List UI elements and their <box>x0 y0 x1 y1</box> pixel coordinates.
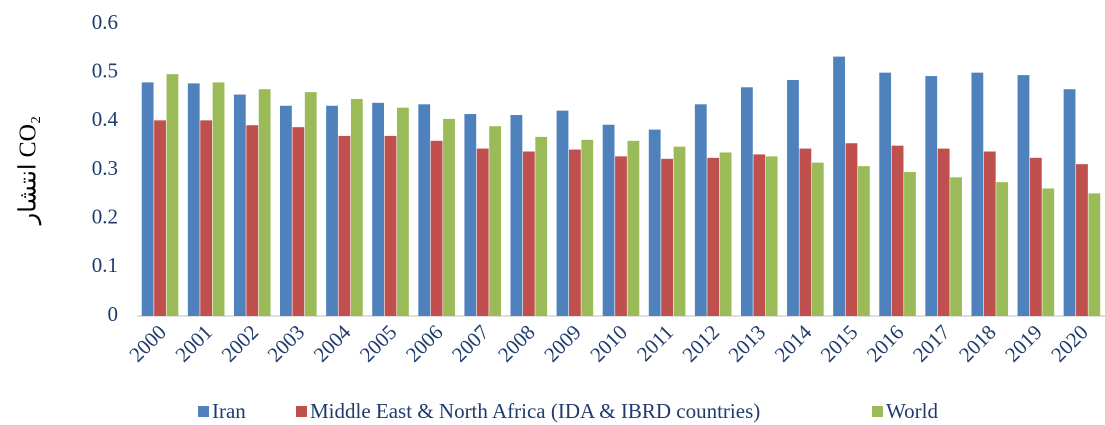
x-tick-label: 2001 <box>170 320 217 367</box>
bar <box>983 151 996 316</box>
bar <box>661 158 673 316</box>
bar <box>581 139 594 316</box>
x-tick-label: 2018 <box>954 320 1001 367</box>
bar <box>891 145 904 316</box>
bar <box>384 135 397 316</box>
bar <box>950 177 962 316</box>
bar <box>350 98 363 317</box>
bar <box>615 156 627 316</box>
bar <box>1029 157 1042 316</box>
legend-swatch <box>296 406 307 417</box>
legend-label: World <box>886 399 938 423</box>
bar <box>522 151 535 316</box>
bar <box>154 120 166 316</box>
bar <box>937 148 950 316</box>
bar <box>627 140 640 316</box>
bar <box>569 149 581 316</box>
x-tick-label: 2007 <box>447 320 494 367</box>
x-tick-label: 2004 <box>309 320 356 367</box>
bar <box>833 56 845 317</box>
x-tick-label: 2005 <box>355 320 402 367</box>
legend-swatch <box>198 406 209 417</box>
y-tick-label: 0.1 <box>92 253 118 277</box>
bar <box>556 110 569 316</box>
bar <box>246 125 259 316</box>
x-tick-label: 2002 <box>217 320 264 367</box>
bar <box>1088 193 1101 316</box>
y-tick-label: 0.5 <box>92 58 118 82</box>
bar <box>200 120 213 316</box>
bar <box>996 182 1009 316</box>
bar <box>476 148 489 316</box>
bar <box>535 136 548 316</box>
bar <box>292 127 305 316</box>
bar <box>326 105 338 316</box>
y-tick-label: 0.6 <box>92 10 118 34</box>
bar <box>338 135 351 316</box>
bar <box>707 157 720 316</box>
y-tick-label: 0.4 <box>92 107 119 131</box>
x-tick-label: 2016 <box>862 320 909 367</box>
bar <box>765 156 778 316</box>
bar <box>719 152 732 316</box>
bar <box>304 92 317 316</box>
y-axis-label: انتشار CO₂ <box>16 116 42 226</box>
bar <box>1042 188 1055 316</box>
bar <box>187 83 200 316</box>
bar <box>971 72 984 317</box>
bar <box>648 129 661 316</box>
x-tick-label: 2014 <box>770 320 817 367</box>
bar <box>694 104 707 316</box>
bar <box>418 104 431 316</box>
bar <box>258 89 271 316</box>
bar <box>397 107 409 316</box>
bar <box>212 82 225 317</box>
legend-label: Iran <box>212 399 246 423</box>
bar <box>904 171 916 316</box>
x-tick-label: 2003 <box>263 320 310 367</box>
bar <box>602 124 615 317</box>
x-tick-label: 2013 <box>724 320 771 367</box>
bar <box>510 115 523 316</box>
bar <box>1017 75 1030 316</box>
x-tick-label: 2015 <box>816 320 863 367</box>
x-tick-label: 2020 <box>1046 320 1093 367</box>
bar <box>740 87 753 317</box>
y-tick-label: 0.2 <box>92 204 118 228</box>
bar <box>489 126 502 316</box>
y-tick-label: 0.3 <box>92 156 118 180</box>
bar <box>141 82 154 317</box>
bar <box>799 148 812 316</box>
bar <box>280 105 292 316</box>
bar <box>166 74 179 316</box>
bar <box>464 114 477 317</box>
bar <box>857 166 870 316</box>
bar <box>845 143 858 316</box>
x-tick-label: 2009 <box>539 320 586 367</box>
x-tick-label: 2008 <box>493 320 540 367</box>
bar <box>1076 164 1088 316</box>
y-tick-label: 0 <box>108 302 119 326</box>
bar <box>673 146 686 316</box>
bar <box>430 140 443 316</box>
x-tick-label: 2017 <box>908 320 955 367</box>
bar <box>811 162 824 316</box>
x-tick-label: 2000 <box>124 320 171 367</box>
x-tick-label: 2012 <box>677 320 724 367</box>
bar <box>925 76 938 316</box>
x-tick-label: 2006 <box>401 320 448 367</box>
x-tick-label: 2019 <box>1000 320 1047 367</box>
bar <box>787 79 799 316</box>
bar <box>1063 89 1076 316</box>
bar <box>372 102 385 316</box>
bar <box>753 154 766 316</box>
bar <box>879 72 892 317</box>
x-tick-label: 2011 <box>632 320 678 366</box>
legend-swatch <box>872 406 883 417</box>
x-tick-label: 2010 <box>585 320 632 367</box>
bar <box>233 94 246 316</box>
bar <box>443 118 455 317</box>
legend-label: Middle East & North Africa (IDA & IBRD c… <box>310 399 760 423</box>
